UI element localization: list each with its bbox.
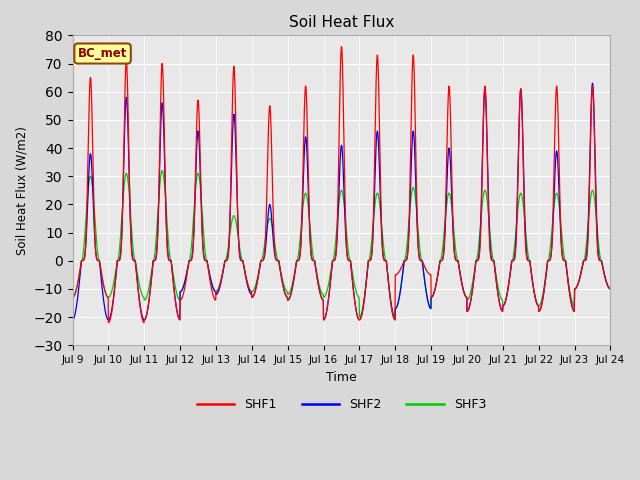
SHF2 xyxy=(68,317,76,323)
SHF3 xyxy=(219,270,227,276)
SHF1 xyxy=(498,308,506,313)
SHF3 xyxy=(357,312,365,317)
SHF3 xyxy=(356,314,364,320)
SHF1 xyxy=(559,257,567,263)
SHF3 xyxy=(606,286,614,292)
SHF1 xyxy=(606,286,614,292)
SHF1 xyxy=(369,232,377,238)
SHF2 xyxy=(589,80,596,86)
SHF2 xyxy=(573,282,581,288)
SHF1 xyxy=(338,44,346,49)
SHF3 xyxy=(559,246,567,252)
Line: SHF3: SHF3 xyxy=(72,170,610,317)
Text: BC_met: BC_met xyxy=(78,47,127,60)
SHF2 xyxy=(559,254,566,260)
SHF1 xyxy=(357,314,365,320)
SHF2 xyxy=(369,244,376,250)
SHF1 xyxy=(574,281,582,287)
SHF3 xyxy=(68,294,76,300)
SHF3 xyxy=(574,281,582,287)
X-axis label: Time: Time xyxy=(326,371,357,384)
SHF3 xyxy=(158,168,166,173)
SHF2 xyxy=(357,316,365,322)
Line: SHF1: SHF1 xyxy=(72,47,610,323)
Title: Soil Heat Flux: Soil Heat Flux xyxy=(289,15,394,30)
SHF1 xyxy=(219,270,227,276)
Y-axis label: Soil Heat Flux (W/m2): Soil Heat Flux (W/m2) xyxy=(15,126,28,255)
SHF2 xyxy=(497,307,505,312)
SHF1 xyxy=(68,294,76,300)
Legend: SHF1, SHF2, SHF3: SHF1, SHF2, SHF3 xyxy=(191,394,492,417)
SHF3 xyxy=(369,224,377,230)
SHF2 xyxy=(219,272,227,278)
Line: SHF2: SHF2 xyxy=(72,83,610,320)
SHF2 xyxy=(606,286,614,292)
SHF3 xyxy=(498,297,506,302)
SHF1 xyxy=(104,320,112,325)
